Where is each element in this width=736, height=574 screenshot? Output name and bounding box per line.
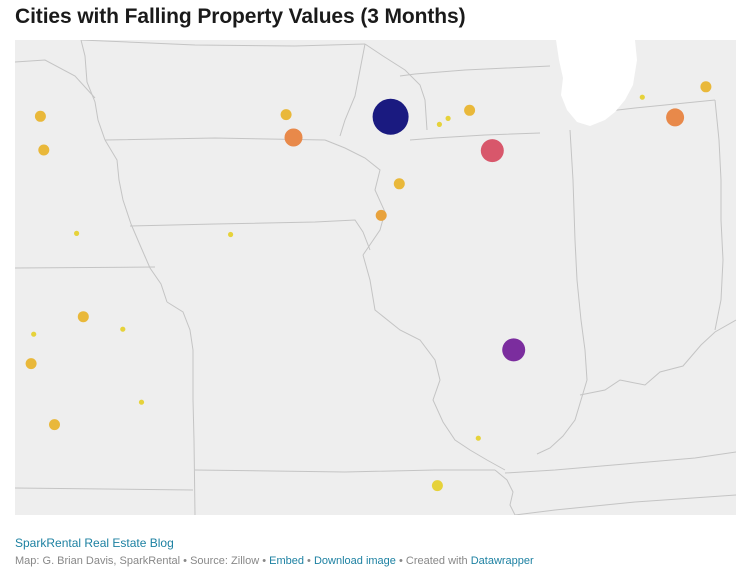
blog-link[interactable]: SparkRental Real Estate Blog xyxy=(15,536,174,550)
border-mississippi-illinois xyxy=(362,254,506,471)
page-title: Cities with Falling Property Values (3 M… xyxy=(15,5,466,28)
border-kansas-oklahoma xyxy=(15,487,194,491)
border-indiana-ohio xyxy=(714,99,724,331)
border-wisconsin-illinois xyxy=(409,132,541,141)
border-kentucky-tennessee xyxy=(504,451,736,474)
datawrapper-link[interactable]: Datawrapper xyxy=(470,555,534,567)
city-marker[interactable] xyxy=(464,104,476,116)
city-marker[interactable] xyxy=(431,480,443,492)
border-mississippi-iowa xyxy=(324,139,386,256)
border-wisconsin-michigan xyxy=(364,43,428,131)
footer-meta: Map: G. Brian Davis, SparkRental • Sourc… xyxy=(15,555,730,567)
city-marker[interactable] xyxy=(666,108,685,127)
download-image-link[interactable]: Download image xyxy=(313,555,396,567)
border-bootheel xyxy=(494,469,516,515)
city-marker[interactable] xyxy=(34,110,46,122)
separator: • xyxy=(307,555,311,567)
border-dakota-minnesota xyxy=(80,40,106,141)
city-marker[interactable] xyxy=(445,115,451,121)
border-iowa-missouri xyxy=(129,219,371,251)
city-marker[interactable] xyxy=(393,178,405,190)
border-nebraska-iowa xyxy=(130,223,168,303)
city-marker[interactable] xyxy=(284,128,303,147)
state-borders xyxy=(15,40,736,515)
separator: • xyxy=(262,555,267,567)
border-wisconsin-west xyxy=(80,40,366,47)
city-marker[interactable] xyxy=(280,109,292,121)
city-marker[interactable] xyxy=(502,338,526,362)
city-marker[interactable] xyxy=(77,311,89,323)
border-wi-mn-river xyxy=(339,43,366,137)
city-marker[interactable] xyxy=(475,435,481,441)
map-credit: Map: G. Brian Davis, SparkRental xyxy=(15,555,181,567)
city-marker[interactable] xyxy=(49,419,60,431)
city-marker[interactable] xyxy=(436,121,442,127)
city-marker[interactable] xyxy=(74,230,80,236)
border-southdakota-nebraska xyxy=(15,59,96,99)
city-marker[interactable] xyxy=(120,326,126,332)
city-marker[interactable] xyxy=(372,98,409,135)
city-marker[interactable] xyxy=(375,209,387,221)
border-nebraska-kansas xyxy=(15,266,156,269)
border-kansas-missouri xyxy=(166,301,196,515)
city-markers[interactable] xyxy=(25,81,712,492)
map-svg[interactable] xyxy=(15,40,736,515)
lake-michigan xyxy=(556,40,637,126)
created-with-text: Created with xyxy=(405,555,468,567)
footer: SparkRental Real Estate Blog Map: G. Bri… xyxy=(15,534,730,567)
border-minnesota-iowa xyxy=(104,139,132,225)
separator: • xyxy=(183,555,187,567)
city-marker[interactable] xyxy=(480,139,504,163)
map-panel[interactable] xyxy=(15,40,736,515)
city-marker[interactable] xyxy=(138,399,145,405)
embed-link[interactable]: Embed xyxy=(269,555,304,567)
separator: • xyxy=(398,555,403,567)
border-michigan-south xyxy=(399,65,551,77)
city-marker[interactable] xyxy=(700,81,712,93)
border-illinois-indiana xyxy=(536,129,588,455)
city-marker[interactable] xyxy=(25,358,37,370)
city-marker[interactable] xyxy=(639,94,645,100)
border-ohio-river xyxy=(579,319,736,396)
border-missouri-arkansas xyxy=(194,469,495,473)
source-text: Source: Zillow xyxy=(190,555,260,567)
border-tennessee-river xyxy=(514,494,736,515)
city-marker[interactable] xyxy=(38,144,50,156)
city-marker[interactable] xyxy=(228,231,234,238)
city-marker[interactable] xyxy=(31,331,37,337)
